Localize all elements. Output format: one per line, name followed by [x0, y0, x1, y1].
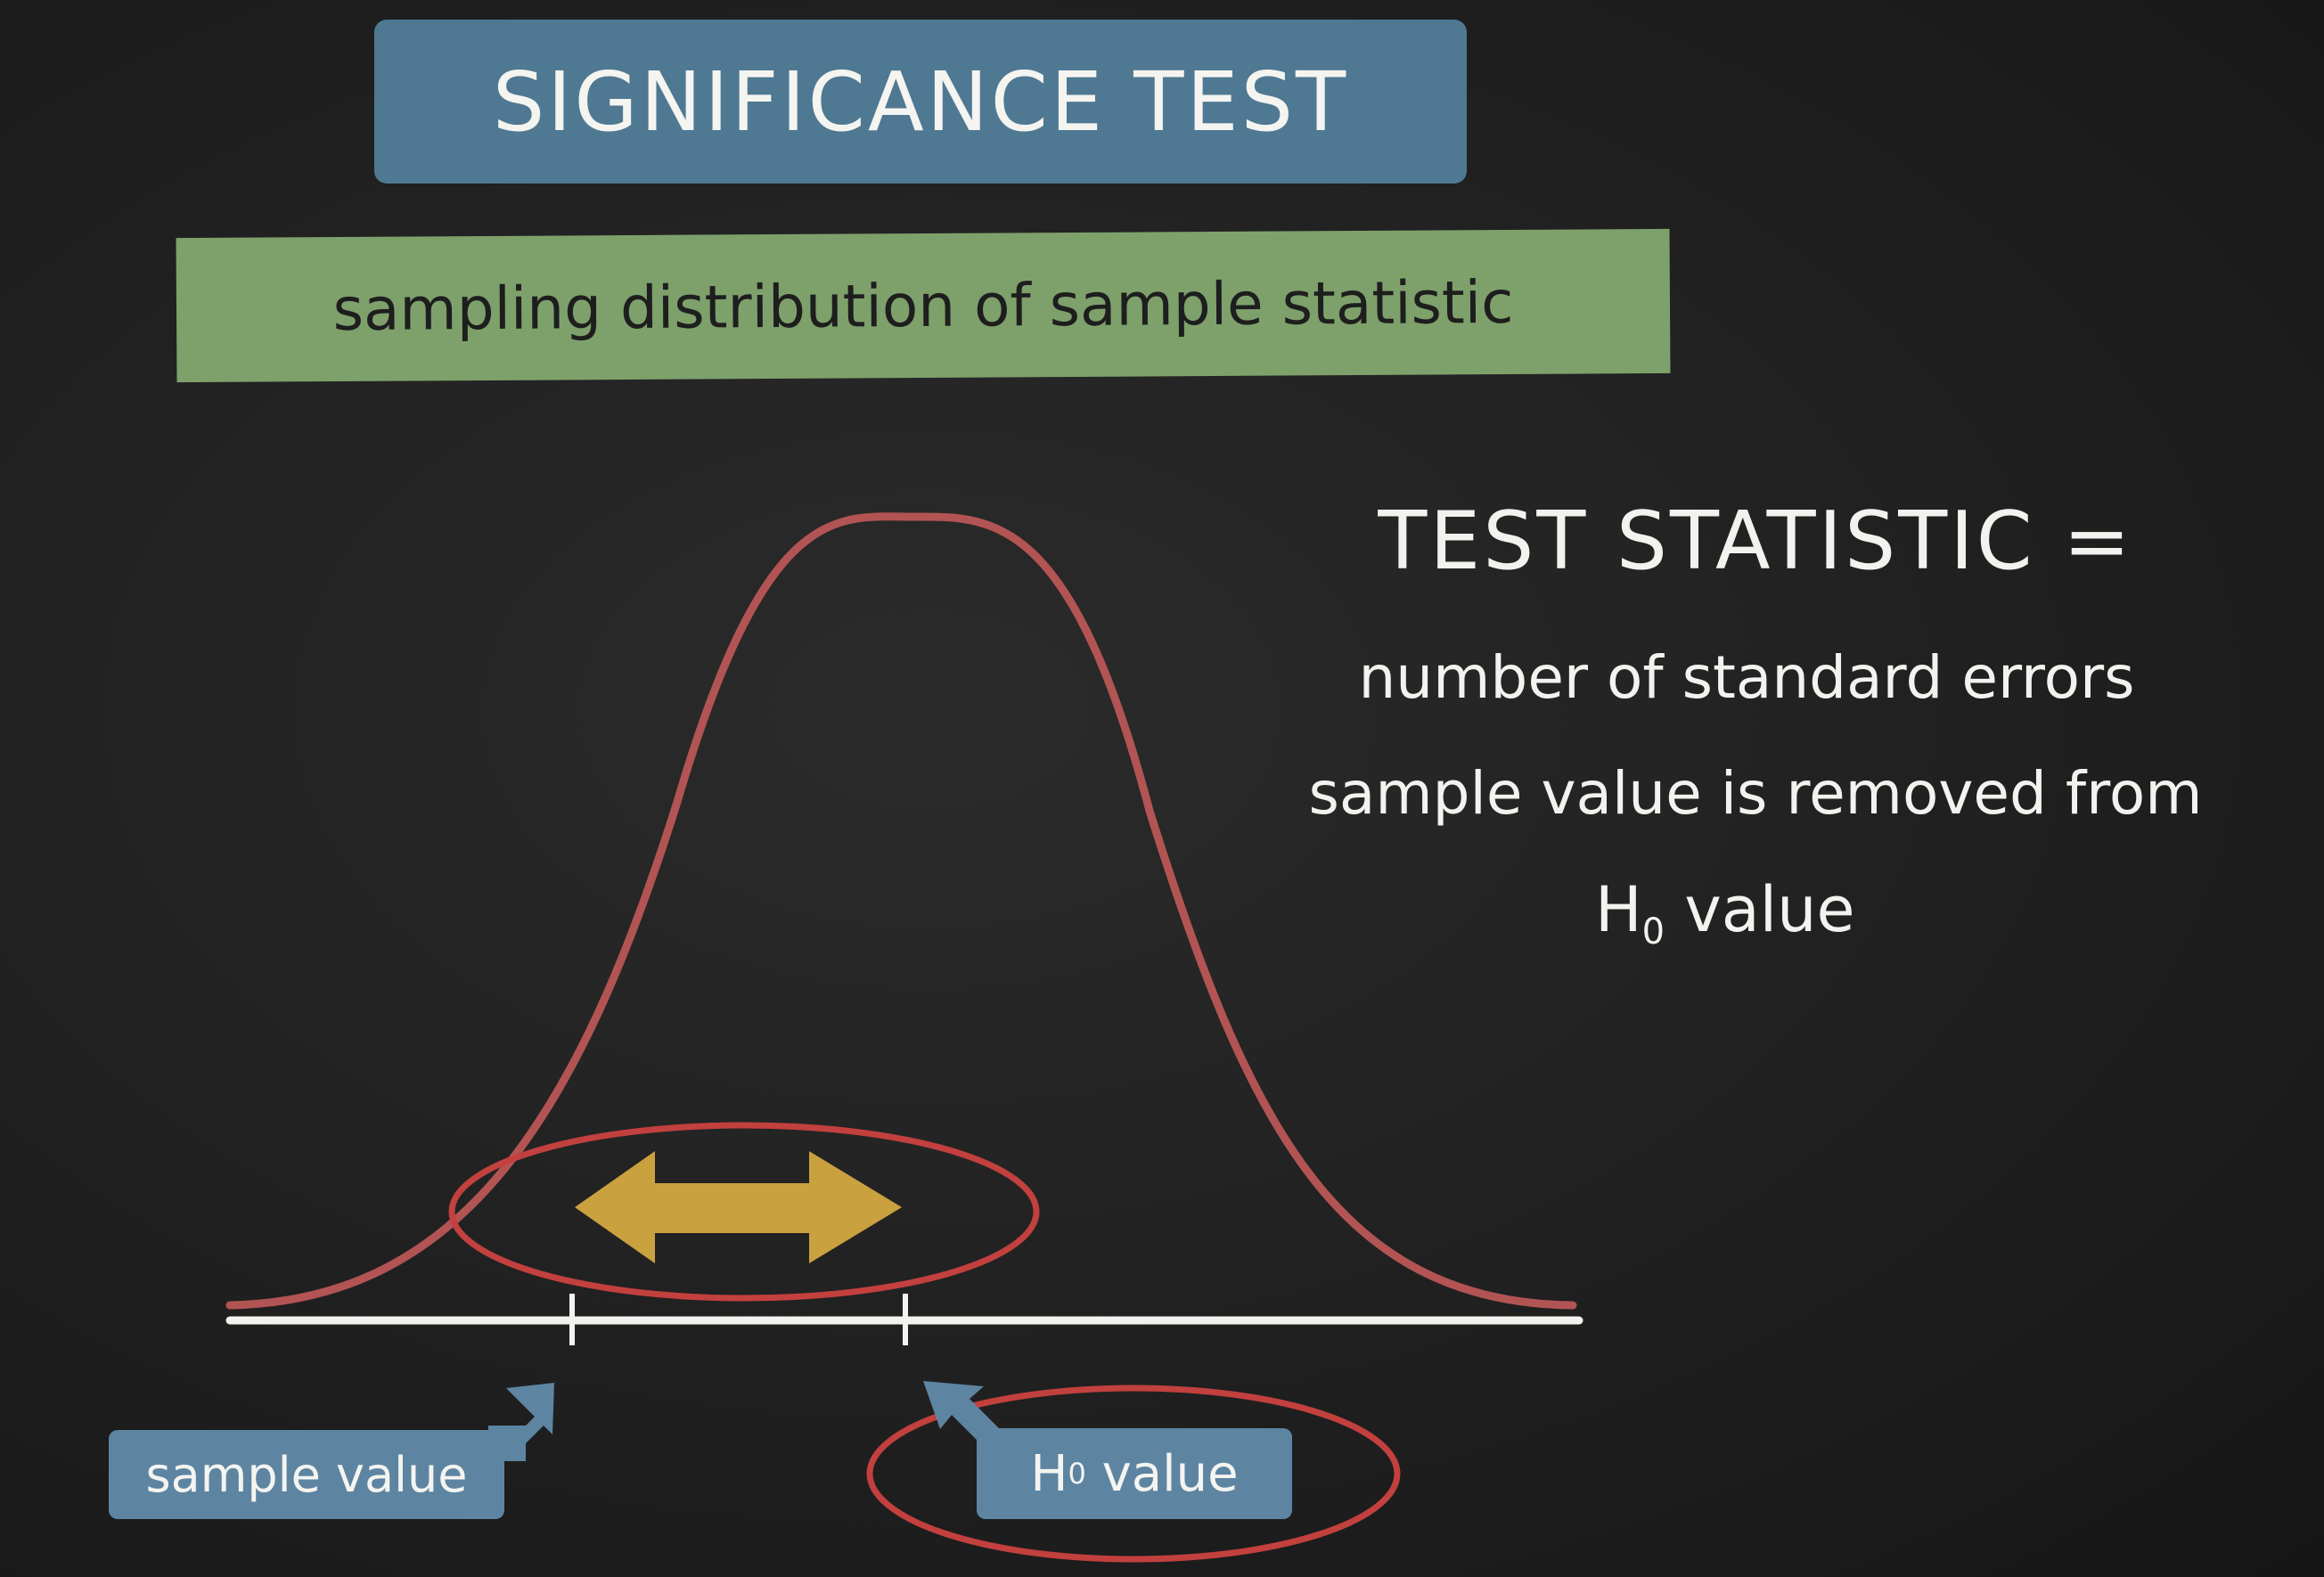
h0-label-ellipse [866, 1385, 1401, 1563]
test-statistic-line-1: number of standard errors [1358, 643, 2135, 712]
h0-pointer-arrow [923, 1381, 1000, 1443]
h0-value-text: value [1684, 873, 1855, 946]
h0-label-text: value [1101, 1444, 1239, 1503]
distance-ellipse [448, 1122, 1040, 1302]
test-statistic-line-3: H0 value [1595, 873, 1855, 952]
h0-symbol: H [1595, 873, 1642, 946]
title-text: SIGNIFICANCE TEST [492, 53, 1349, 150]
sample-value-label: sample value [109, 1430, 504, 1519]
test-statistic-heading: TEST STATISTIC = [1378, 494, 2133, 588]
test-statistic-line-2: sample value is removed from [1308, 759, 2203, 828]
h0-label-subscript: 0 [1068, 1457, 1086, 1491]
sample-pointer-arrow [488, 1383, 554, 1461]
double-arrow-icon [575, 1151, 902, 1263]
bell-curve [225, 512, 1577, 1310]
h0-label-symbol: H [1030, 1444, 1068, 1503]
h0-subscript: 0 [1641, 911, 1665, 952]
sample-value-label-text: sample value [145, 1446, 468, 1503]
title-banner: SIGNIFICANCE TEST [374, 20, 1467, 184]
